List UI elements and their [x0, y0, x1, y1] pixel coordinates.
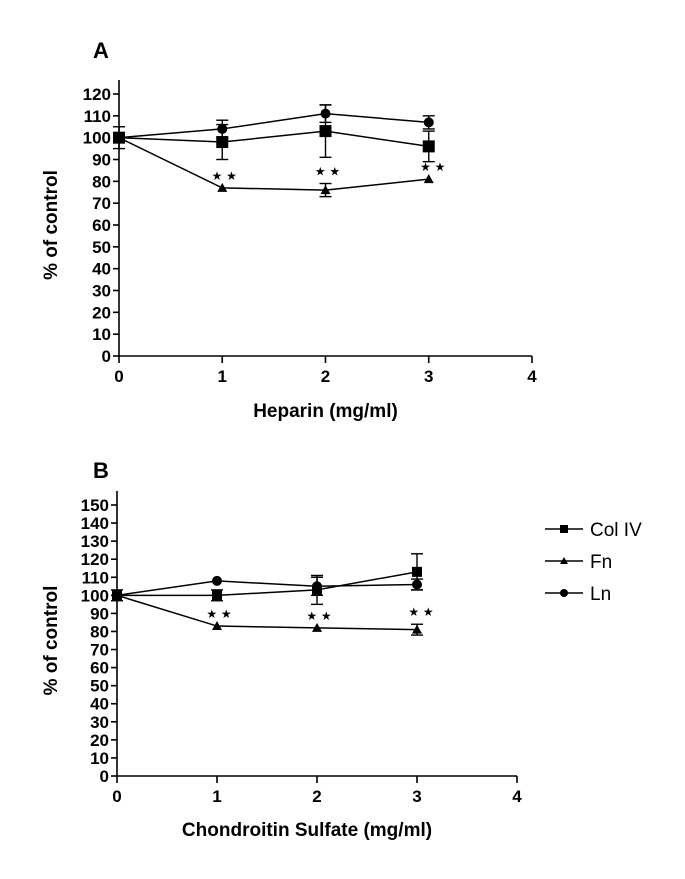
panel-label: A — [93, 38, 109, 63]
y-tick-label: 30 — [92, 282, 111, 301]
series-line — [116, 594, 418, 631]
significance-stars: ★ ★ — [315, 165, 340, 179]
series-ln — [114, 104, 435, 143]
legend-item: Col IV — [545, 520, 642, 541]
marker-triangle — [217, 182, 228, 192]
x-tick-label: 0 — [112, 787, 121, 806]
legend: Col IV Fn Ln — [545, 520, 642, 605]
x-tick-label: 1 — [212, 787, 221, 806]
y-tick-label: 60 — [90, 659, 109, 678]
y-axis-title: % of control — [41, 586, 62, 696]
panel-a: A 0 10 20 30 40 50 60 70 80 90 100 110 120 0 1 2 3 4 Hepari… — [41, 38, 537, 422]
y-tick-label: 60 — [92, 216, 111, 235]
significance-stars: ★ ★ — [420, 160, 445, 174]
marker-circle — [217, 123, 228, 134]
marker-square — [560, 525, 568, 533]
series-line — [118, 130, 429, 148]
panel-label: B — [93, 458, 109, 483]
y-tick-label: 100 — [83, 129, 111, 148]
y-tick-label: 80 — [92, 172, 111, 191]
y-axis-title: % of control — [41, 170, 62, 280]
marker-circle — [212, 575, 222, 586]
legend-label: Fn — [590, 552, 612, 573]
y-tick-label: 20 — [90, 731, 109, 750]
y-tick-label: 150 — [81, 496, 109, 515]
y-tick-label: 10 — [92, 325, 111, 344]
marker-square — [319, 125, 332, 138]
marker-circle — [320, 108, 331, 119]
series-line — [118, 112, 429, 139]
marker-triangle — [423, 174, 434, 184]
x-axis-title: Heparin (mg/ml) — [253, 401, 398, 422]
marker-circle — [412, 579, 422, 590]
marker-square — [212, 590, 222, 601]
marker-triangle — [320, 185, 331, 195]
series-line — [117, 571, 418, 597]
marker-circle — [112, 590, 122, 601]
x-tick-label: 2 — [312, 787, 321, 806]
y-tick-label: 140 — [81, 514, 109, 533]
x-tick-label: 3 — [424, 367, 433, 386]
x-tick-label: 2 — [321, 367, 330, 386]
marker-triangle — [412, 624, 422, 634]
significance-stars: ★ ★ — [212, 169, 237, 183]
marker-circle — [560, 589, 568, 597]
series-line — [118, 136, 429, 191]
y-tick-label: 130 — [81, 532, 109, 551]
series-fn — [114, 132, 434, 198]
y-tick-label: 120 — [83, 85, 111, 104]
legend-label: Col IV — [590, 520, 642, 541]
significance-stars: ★ ★ — [206, 607, 231, 621]
marker-triangle — [312, 622, 322, 632]
y-tick-label: 110 — [84, 107, 111, 126]
series-fn — [112, 590, 423, 636]
marker-triangle — [560, 557, 568, 564]
y-tick-label: 90 — [92, 151, 111, 170]
y-tick-label: 70 — [90, 641, 109, 660]
y-tick-label: 110 — [82, 568, 109, 587]
significance-stars: ★ ★ — [306, 609, 331, 623]
y-tick-label: 40 — [90, 695, 109, 714]
y-tick-label: 80 — [90, 622, 109, 641]
y-tick-label: 50 — [92, 238, 111, 257]
series-col-iv — [111, 553, 423, 606]
significance-stars: ★ ★ — [408, 605, 433, 619]
y-tick-label: 120 — [81, 550, 109, 569]
y-tick-label: 30 — [90, 713, 109, 732]
y-tick-label: 10 — [90, 749, 109, 768]
marker-circle — [423, 117, 434, 128]
marker-circle — [114, 132, 124, 143]
series-ln — [112, 575, 423, 601]
x-tick-label: 3 — [412, 787, 421, 806]
x-tick-label: 0 — [114, 367, 123, 386]
x-axis-title: Chondroitin Sulfate (mg/ml) — [182, 820, 432, 841]
legend-item: Fn — [545, 552, 612, 573]
y-tick-label: 0 — [100, 767, 109, 786]
y-tick-label: 40 — [92, 260, 111, 279]
y-tick-label: 70 — [92, 194, 111, 213]
legend-label: Ln — [590, 584, 611, 605]
x-tick-label: 4 — [512, 787, 522, 806]
series-col-iv — [113, 104, 435, 163]
x-tick-label: 1 — [218, 367, 227, 386]
y-tick-label: 90 — [90, 604, 109, 623]
x-tick-label: 4 — [527, 367, 537, 386]
series-line — [116, 580, 418, 597]
marker-triangle — [212, 621, 222, 631]
y-tick-label: 100 — [81, 586, 109, 605]
marker-square — [216, 136, 229, 149]
y-tick-label: 0 — [102, 347, 111, 366]
legend-item: Ln — [545, 584, 611, 605]
y-tick-label: 20 — [92, 303, 111, 322]
marker-square — [412, 566, 422, 577]
marker-square — [422, 140, 435, 153]
marker-circle — [312, 581, 322, 592]
y-tick-label: 50 — [90, 677, 109, 696]
